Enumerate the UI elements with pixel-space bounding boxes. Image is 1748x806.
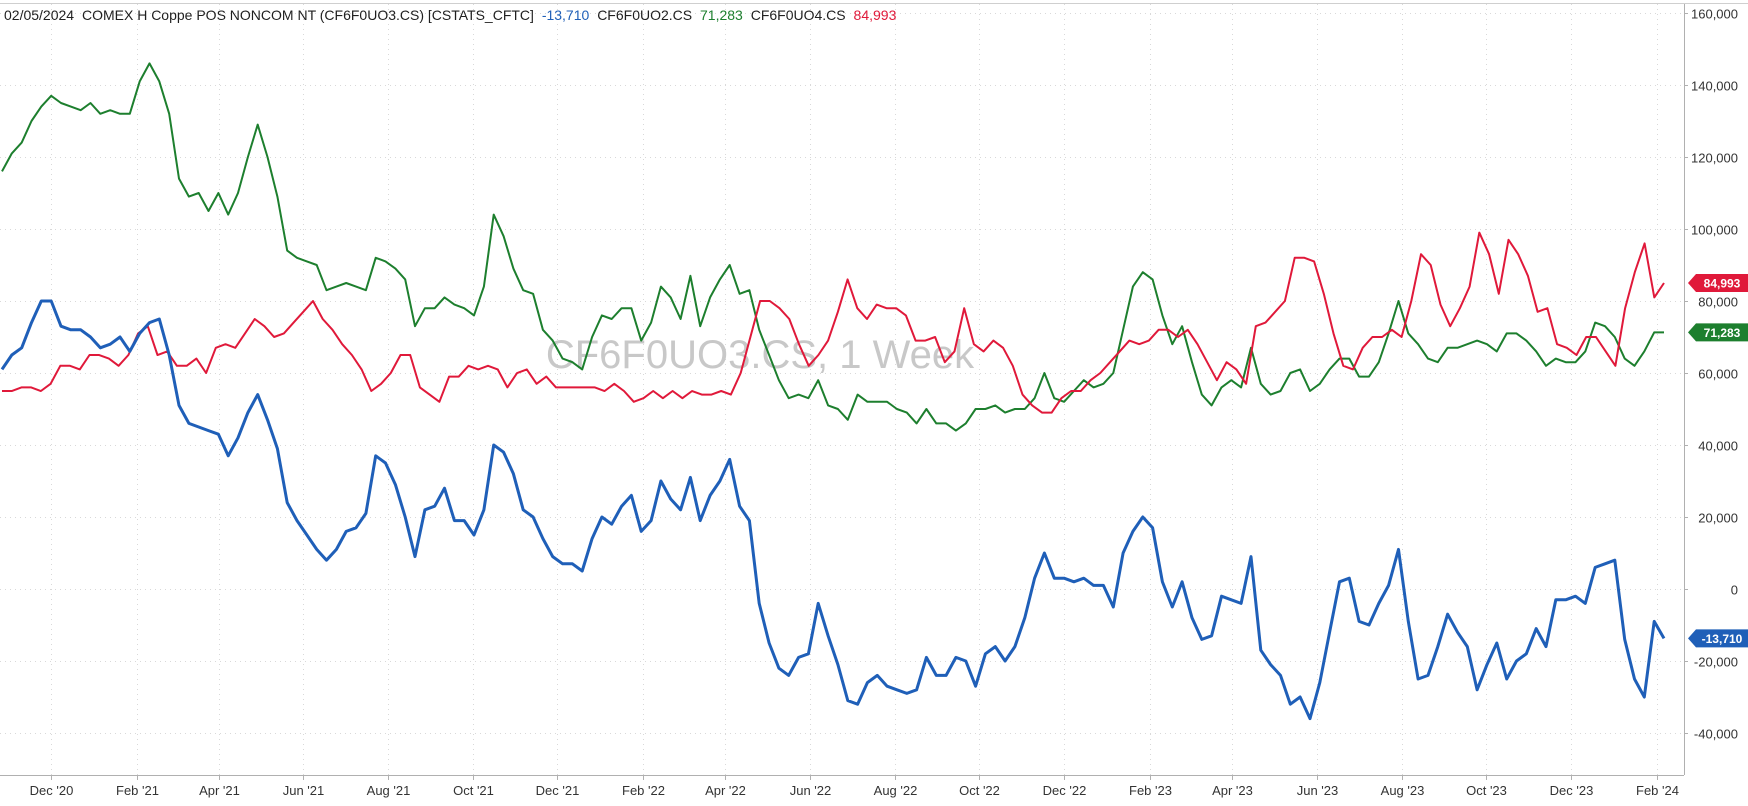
y-tick-label: -20,000 [1694, 655, 1738, 670]
x-tick-label: Jun '22 [790, 783, 832, 798]
y-tick-label: 40,000 [1698, 439, 1738, 454]
header-series2-value: 71,283 [700, 7, 743, 23]
y-tick-label: -40,000 [1694, 727, 1738, 742]
series-line-3 [0, 299, 1666, 721]
chart-header: 02/05/2024 COMEX H Coppe POS NONCOM NT (… [4, 6, 900, 24]
y-tick-label: 120,000 [1691, 151, 1738, 166]
header-date: 02/05/2024 [4, 7, 75, 23]
x-tick-label: Apr '21 [199, 783, 240, 798]
last-value-tag-1: 71,283 [1688, 323, 1748, 342]
chart-watermark: CF6F0UO3.CS, 1 Week [546, 333, 975, 377]
x-tick-label: Feb '24 [1636, 783, 1679, 798]
x-tick-label: Aug '21 [367, 783, 411, 798]
x-tick-label: Apr '22 [705, 783, 746, 798]
last-value-tag-bg [1688, 629, 1748, 648]
y-tick-label: 20,000 [1698, 511, 1738, 526]
x-tick-label: Dec '23 [1550, 783, 1594, 798]
header-series1-name: COMEX H Coppe POS NONCOM NT (CF6F0UO3.CS… [81, 7, 534, 23]
last-value-tag-2: 84,993 [1688, 274, 1748, 293]
x-tick-label: Oct '23 [1466, 783, 1507, 798]
last-value-tag-3: -13,710 [1688, 629, 1748, 648]
header-series1-value: -13,710 [541, 7, 590, 23]
y-tick-label: 160,000 [1691, 7, 1738, 22]
series-line-2 [2, 231, 1665, 414]
y-tick-label: 140,000 [1691, 79, 1738, 94]
y-tick-label: 60,000 [1698, 367, 1738, 382]
x-tick-label: Aug '22 [874, 783, 918, 798]
x-tick-label: Jun '23 [1297, 783, 1339, 798]
header-series3-value: 84,993 [853, 7, 897, 23]
last-value-tag-label: -13,710 [1702, 632, 1743, 646]
x-tick-label: Dec '21 [536, 783, 580, 798]
x-tick-label: Feb '22 [622, 783, 665, 798]
axis-layer: 160,000 140,000 120,000 100,000 80,000 60,000… [0, 3, 1748, 798]
last-value-tag-bg [1688, 274, 1748, 293]
y-tick-label: 80,000 [1698, 295, 1738, 310]
last-value-tag-label: 71,283 [1704, 326, 1741, 340]
x-tick-label: Apr '23 [1212, 783, 1253, 798]
last-value-tag-bg [1688, 323, 1748, 342]
x-tick-label: Oct '22 [959, 783, 1000, 798]
x-tick-label: Dec '22 [1043, 783, 1087, 798]
x-tick-label: Dec '20 [30, 783, 74, 798]
y-tick-label: 100,000 [1691, 223, 1738, 238]
grid-layer [0, 4, 1684, 775]
x-tick-label: Oct '21 [453, 783, 494, 798]
header-series3-name: CF6F0UO4.CS [750, 7, 846, 23]
x-tick-label: Feb '23 [1129, 783, 1172, 798]
header-series2-name: CF6F0UO2.CS [597, 7, 693, 23]
x-tick-label: Jun '21 [283, 783, 325, 798]
series-layer [0, 62, 1666, 721]
last-value-tag-label: 84,993 [1704, 277, 1741, 291]
x-tick-label: Aug '23 [1381, 783, 1425, 798]
x-tick-label: Feb '21 [116, 783, 159, 798]
y-tick-label: 0 [1731, 583, 1738, 598]
series-line-1 [1, 62, 1664, 432]
